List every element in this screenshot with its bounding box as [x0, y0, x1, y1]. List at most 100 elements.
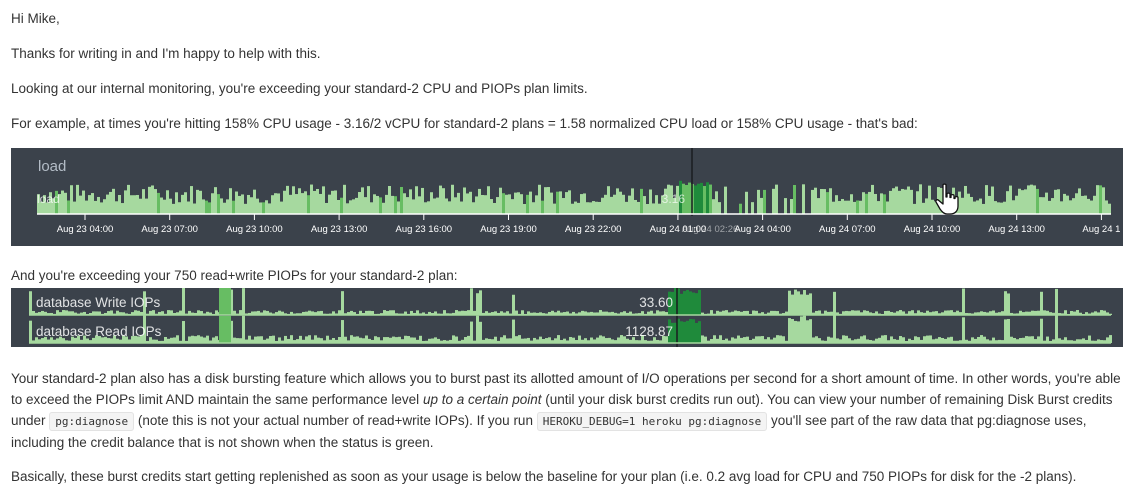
read-iops-bar [476, 315, 479, 343]
load-bar [301, 193, 304, 214]
load-bar [934, 201, 937, 214]
iops-chart[interactable]: database Write IOPs 33.60 database Read … [11, 288, 1123, 347]
write-iops-bar [731, 311, 734, 315]
load-chart-title: load [38, 158, 67, 175]
load-bar [1033, 185, 1036, 214]
load-bar [514, 192, 517, 214]
write-iops-bar [365, 310, 368, 315]
write-iops-bar [887, 310, 890, 315]
read-iops-bar [710, 339, 713, 343]
read-iops-bar [566, 340, 569, 343]
write-iops-bar [950, 310, 953, 315]
load-bar [280, 201, 283, 214]
write-iops-bar [110, 310, 113, 315]
write-iops-bar [698, 289, 701, 315]
read-iops-bar [722, 340, 725, 343]
load-bar [430, 192, 433, 214]
read-iops-bar [161, 340, 164, 343]
write-iops-bar [1100, 310, 1103, 315]
read-iops-bar [1067, 340, 1070, 343]
read-iops-bar [56, 338, 59, 343]
load-bar [364, 197, 367, 214]
load-bar [517, 192, 520, 214]
read-iops-bar [836, 338, 839, 343]
read-iops-bar [572, 337, 575, 343]
read-iops-bar [638, 340, 641, 343]
load-bar [286, 185, 289, 214]
load-bar [391, 195, 394, 214]
write-iops-bar [740, 311, 743, 315]
read-iops-bar [602, 336, 605, 343]
read-iops-bar [557, 335, 560, 343]
write-iops-bar [1025, 311, 1028, 315]
read-iops-bar [749, 340, 752, 343]
read-iops-bar [1052, 339, 1055, 343]
write-iops-bar [80, 312, 83, 315]
write-iops-bar [602, 311, 605, 315]
write-iops-bar [947, 310, 950, 315]
read-iops-bar [959, 340, 962, 343]
write-iops-bar [158, 311, 161, 315]
read-iops-bar [236, 338, 239, 343]
read-iops-bar [482, 339, 485, 343]
read-iops-bar [311, 339, 314, 343]
load-hover-value: 3.16 [662, 192, 686, 206]
load-bar [463, 187, 466, 214]
write-iops-bar [1040, 291, 1043, 315]
read-iops-bar [908, 338, 911, 343]
load-bar [421, 187, 424, 214]
load-bar [229, 188, 232, 214]
x-tick-label: Aug 23 13:00 [311, 224, 368, 235]
load-bar [85, 200, 88, 214]
write-iops-bar [722, 310, 725, 315]
write-iops-bar [95, 311, 98, 315]
write-iops-bar [386, 311, 389, 315]
load-bar [772, 188, 775, 214]
load-bar [700, 182, 703, 214]
write-iops-bar [488, 312, 491, 315]
load-bar [880, 193, 883, 214]
read-iops-bar [734, 338, 737, 343]
write-iops-bar [860, 312, 863, 315]
load-bar [136, 194, 139, 214]
read-iops-bar [188, 336, 191, 343]
read-iops-bar [947, 337, 950, 343]
read-iops-bar [509, 338, 512, 343]
write-iops-bar [446, 313, 449, 315]
read-iops-bar [1040, 318, 1043, 343]
load-bar [91, 193, 94, 214]
x-tick-label: Aug 24 07:00 [819, 224, 876, 235]
read-iops-bar [653, 337, 656, 343]
write-iops-bar [476, 293, 479, 315]
load-bar [409, 189, 412, 214]
load-bar [718, 202, 721, 214]
read-iops-bar [302, 339, 305, 343]
load-chart[interactable]: load 3.16 Aug 23 04:00 Aug 23 07:00 Aug 23… [11, 148, 1123, 246]
read-iops-bar [914, 336, 917, 343]
write-iops-bar [890, 311, 893, 315]
write-iops-bar [431, 313, 434, 315]
read-iops-bar [341, 320, 344, 343]
write-iops-bar [575, 313, 578, 315]
write-iops-bar [530, 312, 533, 315]
read-iops-bar [1082, 338, 1085, 343]
write-iops-bar [716, 310, 719, 315]
read-iops-spike [219, 316, 231, 343]
write-iops-bar [497, 312, 500, 315]
read-iops-bar [254, 336, 257, 343]
read-iops-bar [275, 340, 278, 343]
write-iops-bar [1055, 288, 1058, 315]
write-iops-bar [992, 310, 995, 315]
write-iops-bar [200, 311, 203, 315]
read-iops-bar [1088, 335, 1091, 343]
load-bar [901, 188, 904, 214]
load-bar [967, 193, 970, 214]
read-iops-bar [761, 336, 764, 343]
load-bar [184, 192, 187, 214]
write-iops-bar [71, 311, 74, 315]
write-iops-bar [755, 310, 758, 315]
load-bar [175, 192, 178, 214]
read-iops-bar [455, 336, 458, 343]
load-bar [523, 203, 526, 214]
read-iops-bar [515, 336, 518, 343]
